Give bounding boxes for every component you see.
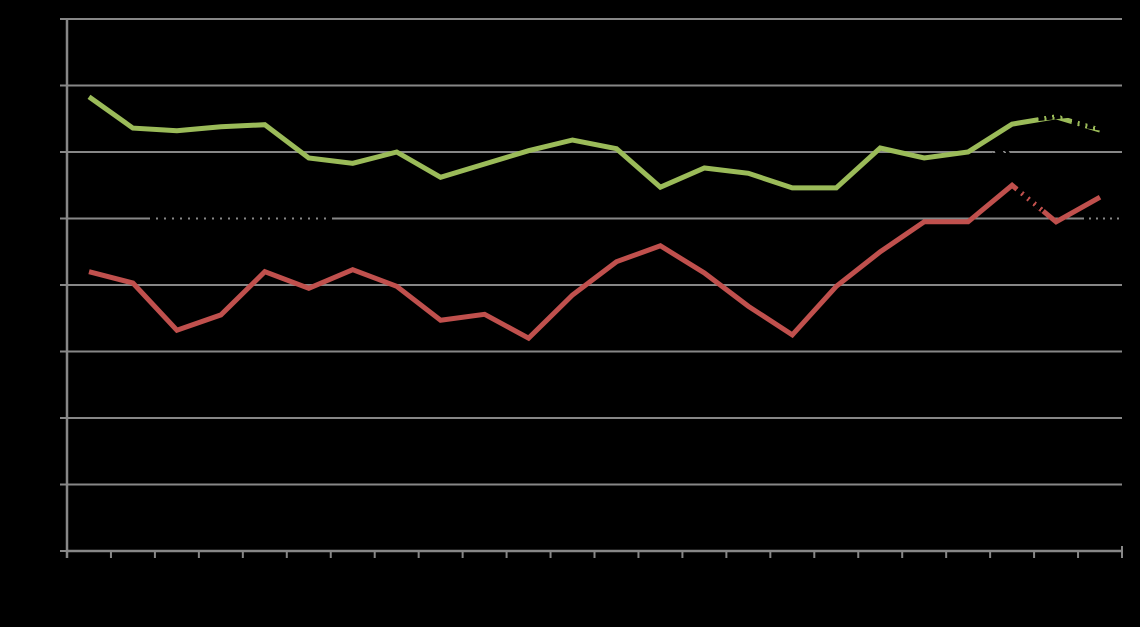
green-series-line xyxy=(87,94,1101,191)
red-series-line xyxy=(88,182,1102,342)
